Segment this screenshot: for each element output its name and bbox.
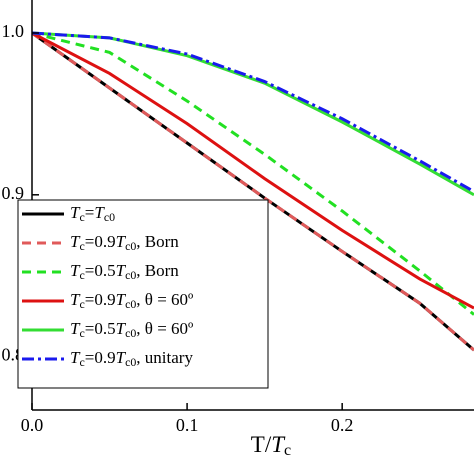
series-line: [32, 31, 474, 310]
legend-box: [17, 199, 269, 389]
legend-label: Tc​=0.5Tc0​, θ = 60º: [70, 319, 193, 340]
x-axis-label: T/Tc​: [251, 432, 291, 458]
x-tick-label: 0.1: [176, 415, 199, 435]
legend-label: Tc​=Tc0​: [70, 203, 115, 224]
series-line: [32, 31, 474, 316]
legend-label: Tc​=0.9Tc0​, unitary: [70, 348, 193, 369]
x-tick-label: 0.2: [331, 415, 354, 435]
y-tick-label: 1.0: [2, 21, 25, 41]
legend-label: Tc​=0.9Tc0​, Born: [70, 232, 179, 253]
y-tick-label: 0.9: [2, 183, 25, 203]
series-line: [32, 31, 474, 352]
x-tick-label: 0.0: [21, 415, 44, 435]
series-line: [32, 31, 474, 193]
legend-label: Tc​=0.5Tc0​, Born: [70, 261, 179, 282]
legend-label: Tc​=0.9Tc0​, θ = 60º: [70, 290, 193, 311]
